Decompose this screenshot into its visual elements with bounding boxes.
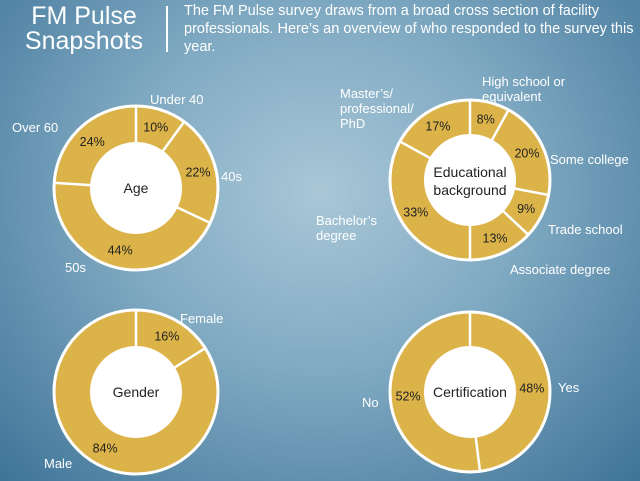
slice-category-label: Yes xyxy=(558,380,580,395)
slice-value-label: 10% xyxy=(143,121,168,135)
donut-chart-gender: 16%Female 84% Male Gender xyxy=(44,308,223,476)
slice-category-label: 50s xyxy=(65,260,86,275)
donut-center xyxy=(90,346,182,438)
page-title-line-2: Snapshots xyxy=(24,27,144,55)
slice-value-label: 33% xyxy=(403,206,428,220)
slice-category-label: Bachelor’s degree xyxy=(316,213,377,243)
slice-value-label: 8% xyxy=(477,112,495,126)
slice-divider xyxy=(160,120,186,154)
donut-center-label: Age xyxy=(124,180,149,196)
slice-category-label: Female xyxy=(180,311,223,326)
slice-category-label: No xyxy=(362,395,379,410)
slice-certification-0 xyxy=(470,312,550,472)
slice-gender-1 xyxy=(53,309,218,474)
slice-value-label: 20% xyxy=(514,147,539,161)
slice-gender-0 xyxy=(136,310,206,368)
slice-value-label: 9% xyxy=(517,202,535,216)
page-title-line-1: FM Pulse xyxy=(31,2,137,30)
slice-education-1 xyxy=(491,109,551,195)
slice-category-label: Male xyxy=(44,456,72,471)
slice-education-5 xyxy=(399,100,470,159)
slice-category-label: Over 60 xyxy=(12,120,58,135)
slice-divider xyxy=(398,139,433,160)
slice-category-label: Under 40 xyxy=(150,92,203,107)
slice-divider xyxy=(501,209,530,237)
slice-age-3 xyxy=(54,106,137,186)
slice-value-label: 13% xyxy=(483,231,508,245)
slice-value-label: 52% xyxy=(396,389,421,403)
slice-divider xyxy=(53,181,93,187)
slice-age-2 xyxy=(54,182,211,270)
slice-category-label: Some college xyxy=(550,152,629,167)
donut-center-label: Gender xyxy=(113,384,160,400)
page-title: FM Pulse Snapshots xyxy=(0,0,168,54)
slice-value-label: 16% xyxy=(154,329,179,343)
slice-education-0 xyxy=(470,100,509,141)
intro-text: The FM Pulse survey draws from a broad c… xyxy=(184,3,634,55)
slice-certification-1 xyxy=(389,312,481,472)
slice-divider xyxy=(474,435,482,473)
slice-divider xyxy=(175,205,212,225)
donut-chart-certification: 48% Yes 52% No Certification xyxy=(362,310,580,474)
donut-chart-age: 10% Under 40 22% 40s 44% 50s 24% Over 60 Age xyxy=(12,92,242,275)
donut-center xyxy=(424,134,516,226)
slice-age-0 xyxy=(136,106,185,152)
donut-chart-education: 8% High school or equivalent 20% Some colleg… xyxy=(316,74,629,277)
slice-value-label: 44% xyxy=(108,243,133,257)
slice-divider xyxy=(512,187,550,197)
donut-outer-ring xyxy=(388,98,552,262)
donut-center xyxy=(424,346,516,438)
donut-center xyxy=(90,142,182,234)
donut-outer-ring xyxy=(52,308,220,476)
slice-age-1 xyxy=(162,121,218,223)
header-divider xyxy=(166,6,168,52)
donut-outer-ring xyxy=(388,310,552,474)
slice-category-label: 40s xyxy=(221,169,242,184)
slice-value-label: 22% xyxy=(185,166,210,180)
donut-center-label: Educational background xyxy=(433,164,506,198)
slice-category-label: Associate degree xyxy=(510,262,610,277)
slice-category-label: Trade school xyxy=(548,222,623,237)
slice-divider xyxy=(490,108,511,143)
slice-divider xyxy=(172,346,207,370)
slice-category-label: Master’s/professional/PhD xyxy=(340,86,414,131)
slice-category-label: High school or equivalent xyxy=(482,74,566,104)
slice-value-label: 24% xyxy=(80,135,105,149)
slice-value-label: 84% xyxy=(93,442,118,456)
slice-value-label: 48% xyxy=(519,382,544,396)
slice-value-label: 17% xyxy=(425,119,450,133)
donut-center-label: Certification xyxy=(433,384,507,400)
donut-outer-ring xyxy=(52,104,220,272)
